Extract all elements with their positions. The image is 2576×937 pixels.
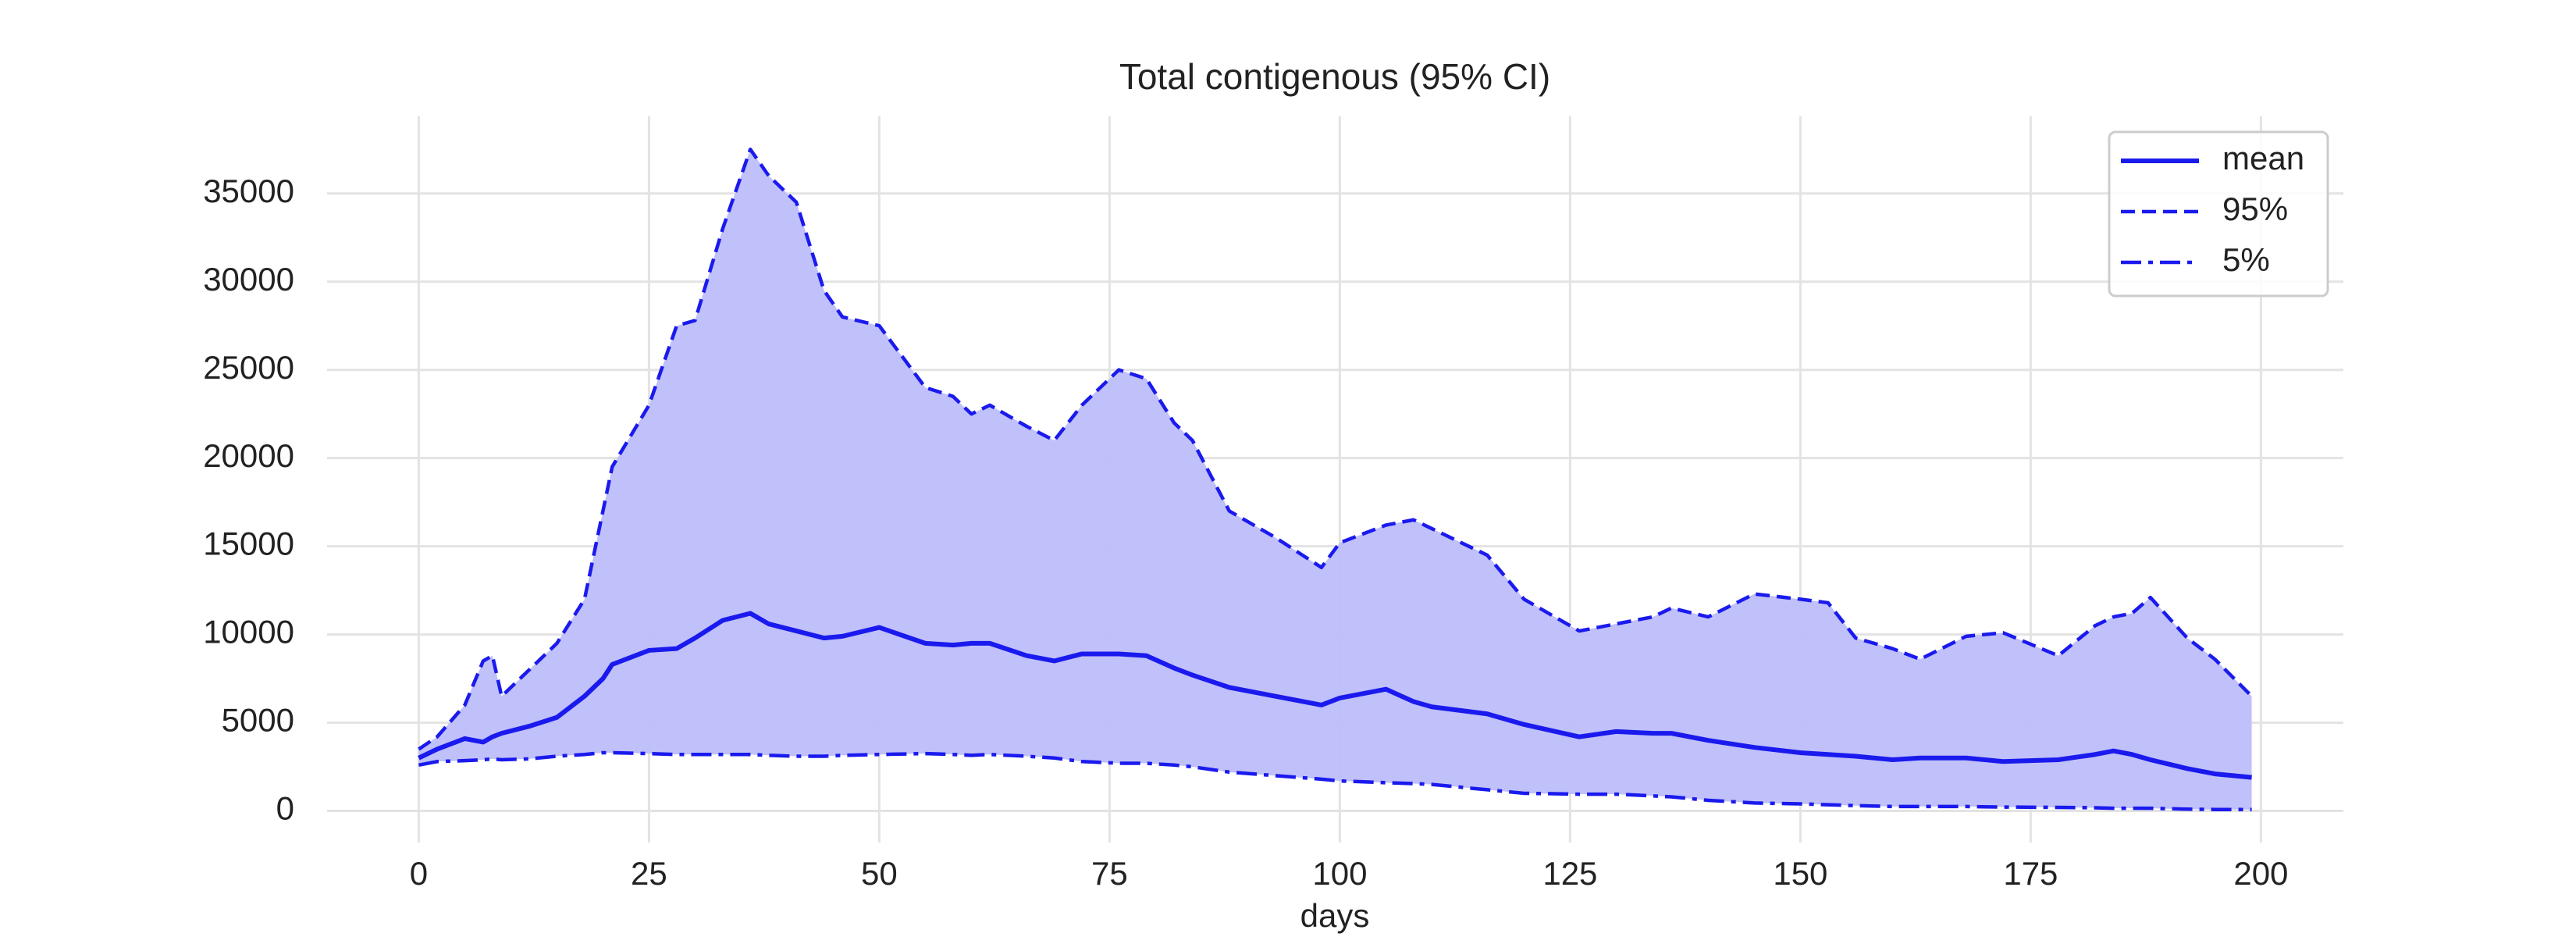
x-tick-label: 175 <box>2003 855 2058 892</box>
series-line <box>418 611 2252 780</box>
legend-label: mean <box>2222 140 2304 176</box>
x-axis-label: days <box>1300 897 1370 934</box>
x-tick-label: 200 <box>2233 855 2288 892</box>
series-line <box>418 750 2252 811</box>
x-tick-label: 100 <box>1312 855 1367 892</box>
x-tick-label: 25 <box>631 855 667 892</box>
x-tick-label: 75 <box>1091 855 1128 892</box>
y-tick-label: 0 <box>276 790 294 827</box>
legend-label: 5% <box>2222 241 2270 278</box>
x-tick-label: 125 <box>1542 855 1597 892</box>
x-tick-label: 150 <box>1773 855 1827 892</box>
chart-title: Total contigenous (95% CI) <box>1119 56 1550 97</box>
y-tick-label: 30000 <box>203 261 294 297</box>
x-tick-label: 0 <box>410 855 428 892</box>
series-line <box>418 148 2254 751</box>
y-tick-label: 15000 <box>203 526 294 562</box>
y-tick-label: 35000 <box>203 173 294 209</box>
y-tick-label: 10000 <box>203 614 294 650</box>
x-tick-label: 50 <box>861 855 898 892</box>
legend-label: 95% <box>2222 191 2288 227</box>
y-tick-label: 5000 <box>222 702 294 739</box>
ci-area <box>418 149 2252 810</box>
legend: mean 95% 5% <box>2108 130 2329 297</box>
y-tick-label: 20000 <box>203 437 294 474</box>
legend-box <box>2108 130 2329 297</box>
y-tick-label: 25000 <box>203 349 294 386</box>
